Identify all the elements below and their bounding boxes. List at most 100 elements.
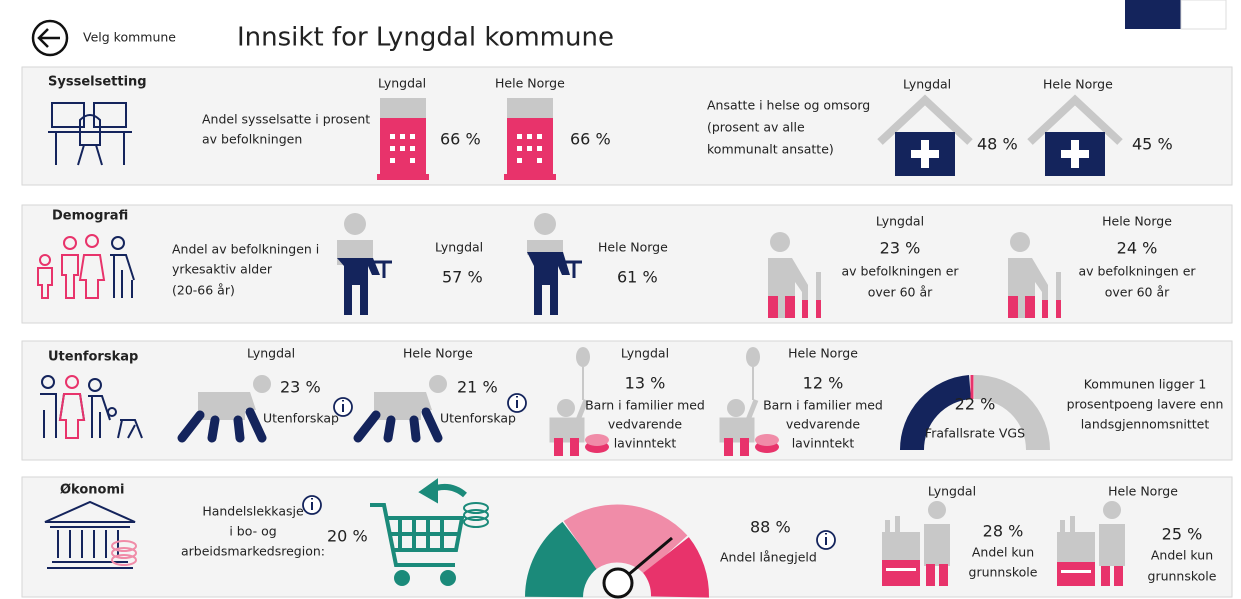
comment: prosentpoeng lavere enn (1067, 397, 1224, 412)
group-icon-part (58, 393, 86, 439)
bank-icon-part (44, 500, 136, 569)
value: 45 % (1132, 135, 1173, 154)
child-balloon-icon-part (727, 399, 745, 417)
elderly-icon (768, 232, 821, 318)
cart-icon-part (394, 570, 410, 586)
comment: Kommunen ligger 1 (1084, 377, 1207, 392)
family-icon (37, 234, 135, 299)
back-button-part[interactable] (37, 28, 60, 48)
building-icon-part-part (410, 146, 415, 151)
value: 23 % (880, 239, 921, 258)
elderly-icon-part (816, 300, 821, 318)
house-icon (1027, 94, 1123, 176)
school-icon-part (1103, 501, 1121, 519)
crawling-icon-part (207, 407, 267, 443)
value: 28 % (983, 522, 1024, 541)
value: 12 % (803, 374, 844, 393)
building-icon-part-part (517, 134, 522, 139)
school-icon-part (885, 520, 890, 532)
back-button[interactable] (31, 19, 69, 57)
group-icon-part (41, 375, 55, 389)
info-icon[interactable] (302, 495, 322, 515)
school-icon-part (1057, 562, 1095, 586)
family-icon-part (111, 236, 125, 250)
family-icon-part (85, 234, 99, 248)
elderly-icon-part (1056, 272, 1061, 318)
label: lavinntekt (614, 436, 677, 451)
column-name: Lyngdal (378, 76, 426, 91)
cart-icon-part (463, 509, 489, 521)
school-icon-part (1060, 520, 1065, 532)
panels-part (21, 66, 1233, 186)
label: over 60 år (868, 285, 933, 300)
label: grunnskole (969, 565, 1038, 580)
label: vedvarende (608, 417, 682, 432)
crawling-icon (353, 375, 447, 443)
child-balloon-icon-part (557, 399, 575, 417)
school-icon-part (1099, 524, 1125, 566)
group-icon-part (107, 407, 117, 417)
crawling-icon-part (383, 407, 443, 443)
label: Barn i familier med (585, 398, 705, 413)
school-icon (1057, 501, 1125, 586)
label: Andel av befolkningen i (172, 242, 319, 257)
toolbar-button[interactable] (1180, 0, 1227, 30)
worker-icon-part (374, 260, 392, 278)
elderly-icon-part (770, 232, 790, 252)
label: (prosent av alle (707, 120, 805, 135)
label: Andel sysselsatte i prosent (202, 112, 370, 127)
house-icon-part (1027, 94, 1123, 145)
label: arbeidsmarkedsregion: (181, 544, 325, 559)
building-icon-part-part (517, 158, 522, 163)
worker-icon (527, 213, 582, 315)
building-icon-part-part (410, 134, 415, 139)
child-balloon-icon-part (570, 438, 579, 456)
house-icon-part (877, 94, 973, 145)
school-icon-part (882, 560, 920, 586)
worker-icon-part (534, 213, 556, 235)
info-icon[interactable] (333, 397, 353, 417)
child-balloon-icon-part (755, 434, 779, 446)
school-icon-part (926, 564, 935, 586)
column-name: Lyngdal (876, 214, 924, 229)
child-balloon-icon-part (549, 399, 589, 443)
cart-icon-part (418, 478, 438, 504)
elderly-icon-part (802, 300, 808, 318)
child-balloon-icon-part (724, 438, 733, 456)
building-icon-part-part (517, 146, 522, 151)
page-title: Innsikt for Lyngdal kommune (237, 23, 614, 53)
column-name: Lyngdal (621, 346, 669, 361)
column-name: Hele Norge (788, 346, 858, 361)
worker-icon-part (337, 258, 380, 315)
info-icon[interactable] (507, 393, 527, 413)
bank-icon-part (111, 547, 137, 559)
debt-gauge-part (563, 504, 688, 576)
section-title: Utenforskap (48, 350, 138, 365)
elderly-icon-part (785, 296, 795, 318)
label: Utenforskap (440, 411, 516, 426)
bank-icon (44, 500, 137, 569)
label: lavinntekt (792, 436, 855, 451)
column-name: Hele Norge (1102, 214, 1172, 229)
value: 88 % (750, 518, 791, 537)
back-label[interactable]: Velg kommune (83, 30, 176, 45)
group-icon-part (65, 375, 79, 389)
debt-gauge-part (602, 567, 634, 599)
value: 61 % (617, 268, 658, 287)
section-title: Demografi (52, 209, 128, 224)
building-icon-part-part (400, 146, 405, 151)
comment: landsgjennomsnittet (1081, 417, 1210, 432)
debt-gauge-part (627, 536, 673, 577)
crawling-icon-part (374, 392, 432, 420)
school-icon-part (1061, 570, 1091, 573)
info-icon[interactable] (816, 530, 836, 550)
toolbar-button[interactable] (1125, 0, 1181, 29)
column-name: Lyngdal (928, 484, 976, 499)
label: Ansatte i helse og omsorg (707, 98, 870, 113)
label: Andel lånegjeld (720, 550, 817, 565)
column-name: Hele Norge (495, 76, 565, 91)
family-icon-part (110, 254, 135, 298)
label: over 60 år (1105, 285, 1170, 300)
building-icon-part-part (527, 146, 532, 151)
column-name: Hele Norge (1043, 77, 1113, 92)
